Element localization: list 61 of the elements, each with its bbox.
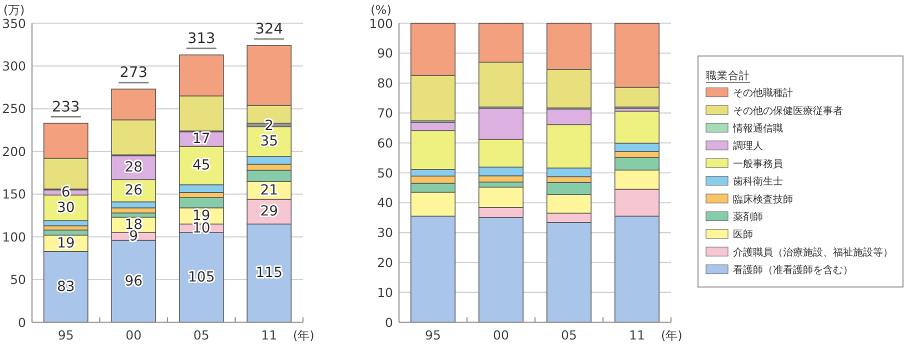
data-label: 115 [256,265,282,282]
x-tick-label: 11 [629,327,645,342]
legend-label: その他職種計 [733,87,793,100]
y-tick-label: 200 [2,144,26,159]
data-label: 28 [124,160,143,176]
legend-label: 看護師（准看護師を含む） [733,264,853,276]
y-tick-label: 60 [377,135,394,150]
y-tick-label: 300 [2,58,26,74]
y-tick-label: 50 [377,165,394,180]
data-label: 10 [192,220,210,236]
y-tick-label: 10 [377,284,394,300]
y-tick-label: 30 [377,225,394,240]
data-label: 96 [124,273,143,290]
data-label: 29 [260,204,278,220]
y-tick-label: 350 [2,16,26,31]
data-label: 19 [56,235,75,252]
total-label: 233 [52,99,80,116]
legend-label: 医師 [733,228,753,241]
data-label: 21 [260,182,278,198]
x-tick-label: 95 [58,327,74,342]
y-tick-label: 100 [2,229,26,244]
legend-label: 薬剤師 [733,211,763,223]
data-label: 30 [56,200,75,216]
y-tick-label: 0 [385,314,394,330]
x-tick-label: 00 [493,327,509,342]
legend-label: 調理人 [733,140,763,152]
data-label: 45 [192,158,210,174]
legend-title: 職業合計 [706,69,750,82]
x-tick-label: 11 [261,327,278,342]
y-axis-title: (万) [3,3,25,17]
total-label: 313 [188,30,216,47]
y-tick-label: 250 [2,101,26,116]
x-tick-label: 05 [561,327,577,342]
y-tick-label: 50 [10,272,26,288]
y-tick-label: 0 [18,314,26,330]
legend-label: 歯科衛生士 [733,176,783,188]
y-tick-label: 90 [377,46,394,61]
x-axis-title: (年) [661,328,682,342]
y-tick-label: 150 [2,186,26,202]
y-tick-label: 100 [369,16,394,31]
data-label: 26 [124,182,143,199]
y-tick-label: 80 [377,76,394,91]
legend-label: 介護職員（治療施設、福祉施設等） [733,246,893,258]
legend-label: その他の保健医療従事者 [733,104,843,117]
legend-label: 情報通信職 [732,122,783,134]
x-tick-label: 95 [425,327,441,342]
y-tick-label: 20 [377,255,394,270]
x-axis-title: (年) [293,328,314,342]
data-label: 83 [56,278,75,295]
total-label: 324 [255,22,283,38]
total-label: 273 [120,65,148,82]
data-label: 17 [192,131,210,148]
x-tick-label: 00 [126,327,142,342]
y-axis-title: (%) [370,3,392,17]
data-label: 35 [260,134,278,150]
data-label: 105 [188,269,215,286]
legend-label: 臨床検査技師 [733,193,793,206]
x-tick-label: 05 [193,327,210,342]
legend-label: 一般事務員 [733,158,783,170]
y-tick-label: 40 [377,195,394,210]
y-tick-label: 70 [377,106,394,120]
